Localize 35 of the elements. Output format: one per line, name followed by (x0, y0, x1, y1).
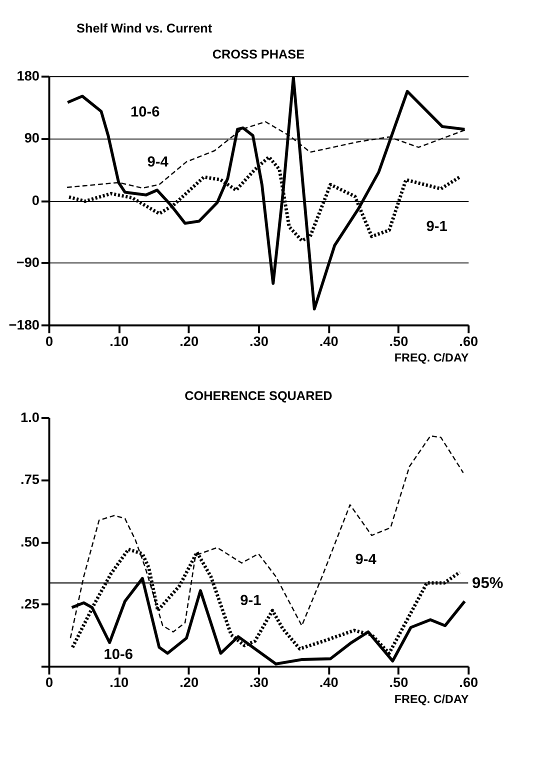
y-tick-label: .50 (20, 534, 40, 550)
x-tick-label: .20 (180, 675, 199, 690)
series-label: 9-4 (147, 154, 170, 171)
y-tick-label: −90 (16, 255, 40, 270)
y-tick-label: .25 (20, 596, 40, 612)
series-label: 9-1 (240, 592, 262, 609)
x-tick-label: 0 (45, 675, 54, 690)
x-tick-label: .60 (459, 334, 479, 349)
text: 9-1 (426, 219, 448, 236)
chart-title: COHERENCE SQUARED (184, 388, 332, 403)
annotation: 95% (472, 574, 504, 592)
x-tick-label: .50 (389, 675, 409, 690)
series-label: 9-4 (355, 552, 378, 568)
x-tick-label: .60 (459, 675, 479, 690)
x-tick-label: .30 (249, 675, 269, 690)
x-tick-label: 0 (45, 334, 54, 349)
chart-title: Shelf Wind vs. Current (76, 21, 213, 36)
y-tick-label: 1.0 (20, 410, 40, 425)
x-tick-label: .40 (319, 675, 339, 690)
x-tick-label: .10 (110, 675, 130, 690)
x-axis-title: FREQ. C/DAY (394, 351, 469, 364)
x-tick-label: .40 (319, 334, 339, 349)
x-tick-label: .30 (249, 334, 269, 349)
chart-subtitle: CROSS PHASE (212, 48, 305, 62)
y-tick-label: 90 (24, 130, 40, 146)
x-tick-label: .10 (110, 334, 130, 349)
x-axis-title: FREQ. C/DAY (394, 692, 469, 706)
x-tick-label: .20 (180, 334, 199, 349)
y-tick-label: .75 (20, 472, 40, 488)
series-label: 10-6 (104, 647, 133, 664)
y-tick-label: 180 (16, 68, 40, 84)
x-tick-label: .50 (389, 334, 409, 349)
y-tick-label: 0 (32, 192, 40, 208)
y-tick-label: −180 (8, 317, 40, 332)
series-label: 10-6 (130, 104, 160, 120)
